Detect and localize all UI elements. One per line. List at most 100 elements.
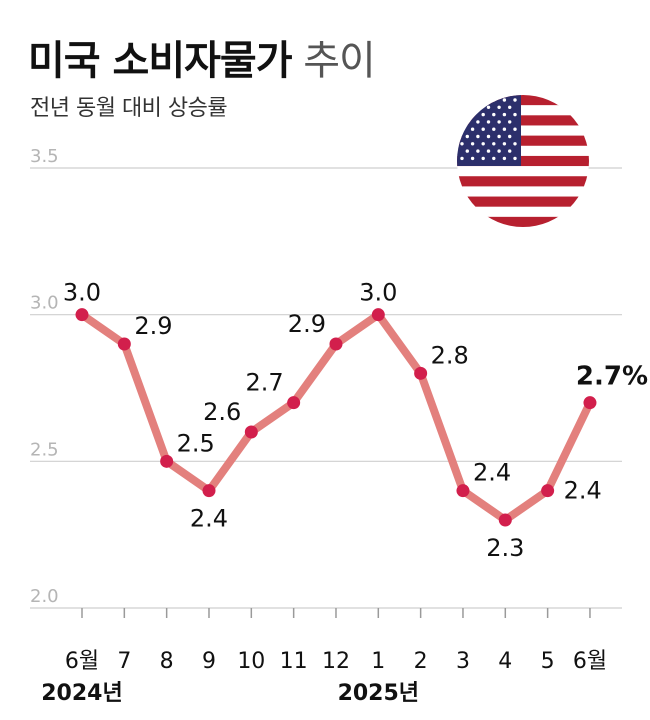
x-tick-label: 5 [541, 649, 555, 674]
flag-stripe [457, 125, 589, 136]
data-point [329, 337, 343, 351]
flag-stripe [457, 135, 589, 147]
flag-star [481, 112, 485, 117]
flag-stripe [457, 206, 589, 218]
flag-star [465, 105, 469, 110]
flag-star [465, 134, 469, 139]
y-tick-label: 2.5 [30, 439, 59, 460]
flag-star [481, 127, 485, 131]
flag-star [513, 156, 517, 161]
flag-star [513, 98, 517, 102]
data-point [456, 484, 470, 498]
x-tick-label: 7 [117, 649, 131, 674]
x-year-label: 2025년 [338, 681, 419, 706]
data-label: 2.4 [190, 505, 228, 533]
flag-star [470, 156, 475, 161]
flag-stripe [457, 196, 589, 207]
data-label: 2.5 [177, 429, 215, 457]
data-point [117, 337, 131, 351]
flag-star [460, 112, 464, 117]
flag-star [465, 120, 469, 124]
data-point [75, 308, 89, 322]
flag-star [486, 120, 491, 124]
data-label: 2.7 [245, 369, 283, 397]
y-tick-label: 2.0 [30, 586, 59, 607]
flag-star [497, 149, 501, 153]
flag-star [476, 120, 480, 124]
flag-star [497, 120, 501, 124]
flag-star [502, 112, 507, 117]
data-point [244, 425, 258, 439]
x-tick-label: 11 [280, 649, 308, 674]
data-point [371, 308, 385, 322]
flag-star [460, 98, 464, 102]
flag-star [508, 149, 512, 153]
flag-star [508, 105, 512, 110]
flag-star [476, 149, 480, 153]
flag-star [460, 142, 464, 146]
flag-star [481, 156, 485, 161]
flag-star [513, 142, 517, 146]
data-point [202, 484, 216, 498]
data-point [287, 396, 301, 410]
flag-star [502, 156, 507, 161]
flag-star [508, 120, 512, 124]
data-point [583, 396, 597, 410]
title-suffix: 추이 [303, 38, 376, 84]
flag-star [502, 142, 507, 146]
flag-star [476, 105, 480, 110]
us-flag-icon [457, 95, 589, 227]
flag-star [486, 134, 491, 139]
flag-star [465, 149, 469, 153]
title-main: 미국 소비자물가 [28, 38, 293, 84]
flag-star [513, 112, 517, 117]
flag-star [460, 127, 464, 131]
data-label: 2.4 [564, 477, 602, 505]
flag-stripe [457, 155, 589, 167]
data-label: 2.7% [576, 362, 648, 392]
flag-stripe [457, 115, 589, 126]
flag-star [470, 142, 475, 146]
flag-star [497, 105, 501, 110]
data-label-layer: 3.0 2.9 2.5 2.4 2.62.7 2.9 3.0 2.8 2.4 2.3 2.4 2.7% [63, 279, 648, 562]
x-tick-label: 9 [202, 649, 216, 674]
x-tick-label: 4 [498, 649, 512, 674]
flag-star [508, 134, 512, 139]
flag-star [486, 149, 491, 153]
flag-star [492, 127, 496, 131]
data-point [498, 513, 512, 527]
data-label: 2.9 [288, 310, 326, 338]
flag-stripe [457, 176, 589, 187]
flag-star [460, 156, 464, 161]
flag-star [492, 156, 496, 161]
flag-stripe [457, 95, 589, 106]
x-tick-label: 8 [160, 649, 174, 674]
data-label: 2.4 [473, 459, 511, 487]
y-tick-label: 3.0 [30, 293, 59, 314]
flag-star [492, 112, 496, 117]
y-tick-label: 3.5 [30, 146, 59, 167]
x-tick-label: 12 [322, 649, 350, 674]
data-point [414, 366, 428, 380]
flag-stripe [457, 105, 589, 116]
chart-subtitle: 전년 동월 대비 상승률 [30, 96, 228, 121]
flag-star [470, 127, 475, 131]
data-label: 2.6 [203, 398, 241, 426]
flag-star [497, 134, 501, 139]
x-tick-label: 6월 [65, 649, 99, 674]
x-tick-label: 1 [371, 649, 385, 674]
flag-stripe [457, 166, 589, 177]
data-label: 3.0 [63, 279, 101, 307]
flag-star [492, 142, 496, 146]
chart-title: 미국 소비자물가 추이 [28, 28, 376, 86]
data-label: 2.9 [134, 312, 172, 340]
flag-star [481, 98, 485, 102]
flag-star [470, 112, 475, 117]
flag-star [502, 127, 507, 131]
data-label: 2.3 [486, 534, 524, 562]
data-label: 3.0 [359, 279, 397, 307]
data-point [541, 484, 555, 498]
flag-star [513, 127, 517, 131]
